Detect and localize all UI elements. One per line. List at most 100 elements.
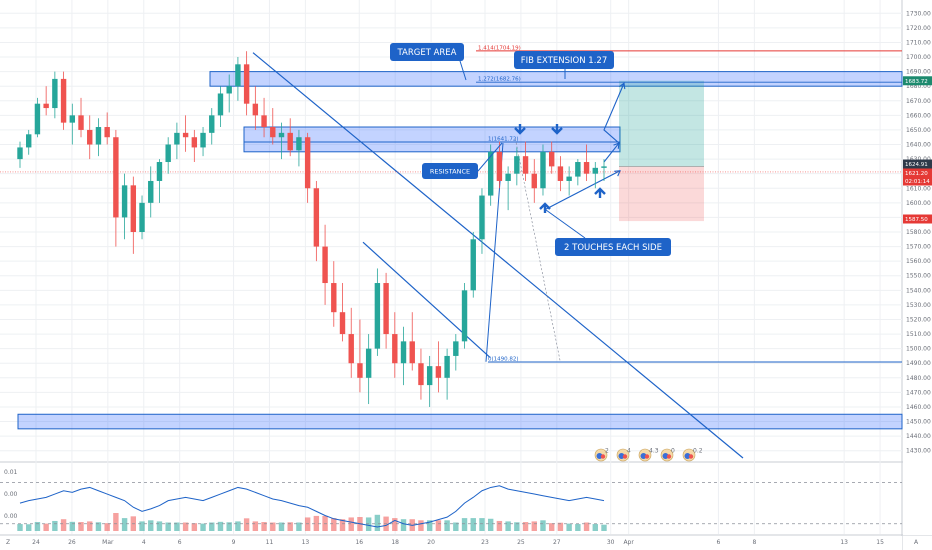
volume-bar (52, 520, 58, 531)
volume-bar (104, 523, 110, 531)
candle (435, 341, 442, 393)
price-tick: 1670.00 (906, 98, 931, 105)
candle (313, 180, 320, 262)
candles (17, 51, 607, 407)
candle (104, 112, 110, 145)
callout-pointer (477, 142, 503, 172)
event-badge-count: 4.3 (649, 448, 659, 455)
rising-support-line (543, 170, 621, 211)
event-badge: 0 (660, 448, 675, 462)
volume-bar (43, 523, 49, 531)
time-tick: 18 (391, 539, 399, 546)
price-tick: 1450.00 (906, 419, 931, 426)
price-tick: 1610.00 (906, 185, 931, 192)
price-tick: 1560.00 (906, 258, 931, 265)
candle (113, 129, 119, 247)
volume-bar (400, 519, 407, 531)
candle (270, 108, 276, 145)
volume-bar (26, 524, 32, 531)
volume-bar (296, 522, 302, 531)
volume-bar (95, 522, 102, 531)
event-badge-count: 0 (671, 448, 675, 455)
candle (17, 141, 23, 168)
volume-bar (313, 515, 320, 531)
event-badge: 2 (594, 448, 609, 462)
candle (444, 348, 450, 400)
price-tick: 1680.00 (906, 83, 931, 90)
fib-levels: 1.414(1704.19) 1.272(1682.76) 1(1641.72) 0(… (476, 45, 902, 363)
volume-bar (453, 522, 459, 531)
time-tick: 9 (232, 539, 236, 546)
volume-bar (583, 522, 590, 531)
price-tick: 1470.00 (906, 389, 931, 396)
volume-bar (392, 518, 398, 531)
candle (453, 334, 459, 371)
candle (409, 312, 415, 371)
price-tick: 1440.00 (906, 433, 931, 440)
time-axis[interactable]: 24 26 Mar 4 6 9 11 13 16 18 20 23 25 27 30 Apr 6 8 13 15 A Z (0, 536, 919, 550)
candle (287, 118, 293, 157)
candle (209, 108, 215, 145)
volume-bar (601, 524, 607, 531)
callouts[interactable]: TARGET AREA FIB EXTENSION 1.27 RESISTANCE 2… (390, 43, 671, 256)
volume-bar (418, 520, 424, 531)
volume-bar (69, 521, 76, 531)
gridlines (0, 0, 917, 534)
volume-bar (174, 522, 180, 531)
candle (252, 86, 259, 130)
candle (43, 86, 49, 116)
callout-target-area: TARGET AREA (390, 43, 464, 61)
price-tick: 1570.00 (906, 244, 931, 251)
price-tick: 1550.00 (906, 273, 931, 280)
inner-trendline (362, 241, 491, 358)
candle (156, 159, 163, 203)
price-tag: 02:01:14 (903, 176, 932, 186)
price-tag: 1587.50 (903, 214, 932, 224)
event-badge-count: 4 (627, 448, 631, 455)
candle (479, 188, 485, 254)
candle (365, 334, 372, 405)
candle (557, 156, 564, 192)
volume-bar (182, 522, 189, 531)
candle (26, 129, 32, 155)
callout-pointer (459, 60, 467, 81)
time-tick: 13 (840, 539, 848, 546)
candle (461, 283, 468, 349)
projection-arrowhead-top (618, 82, 626, 90)
callout-text: FIB EXTENSION 1.27 (521, 56, 607, 66)
time-tick: 11 (266, 539, 274, 546)
oscillator-line (19, 485, 605, 528)
volume-bar (243, 518, 250, 531)
fib-retrace-leg (514, 137, 561, 361)
price-axis[interactable]: 1430.00 1440.00 1450.00 1460.00 1470.00 1480.… (903, 0, 932, 535)
profit-zone (619, 80, 704, 167)
corner-label: Z (6, 539, 10, 546)
candle (174, 122, 180, 160)
candle (217, 86, 224, 128)
fib-label: 1.414(1704.19) (478, 45, 521, 51)
event-badge: 4 (616, 448, 631, 462)
volume-bar (339, 519, 346, 531)
volume-bar (444, 520, 450, 531)
callout-resistance: RESISTANCE (422, 163, 478, 179)
event-badges[interactable]: 2 4 4.3 0 0.2 (594, 448, 703, 462)
price-tick: 1660.00 (906, 112, 931, 119)
candle (130, 176, 137, 254)
price-axis-bg (903, 0, 932, 535)
volume-bar (261, 522, 267, 531)
time-tick: 30 (607, 539, 615, 546)
candle (575, 159, 581, 186)
candle (121, 173, 128, 240)
candle (583, 144, 590, 181)
volume-bar (165, 522, 171, 531)
time-tick: 6 (717, 539, 721, 546)
candle (531, 159, 537, 203)
volume-bar (17, 524, 23, 531)
volume-tick: 0.01 (4, 469, 18, 476)
time-axis-bg (0, 536, 902, 550)
long-position-tool[interactable] (619, 80, 704, 222)
candle (52, 71, 58, 119)
price-tick: 1580.00 (906, 229, 931, 236)
projection-arrowhead-mid (613, 142, 620, 149)
